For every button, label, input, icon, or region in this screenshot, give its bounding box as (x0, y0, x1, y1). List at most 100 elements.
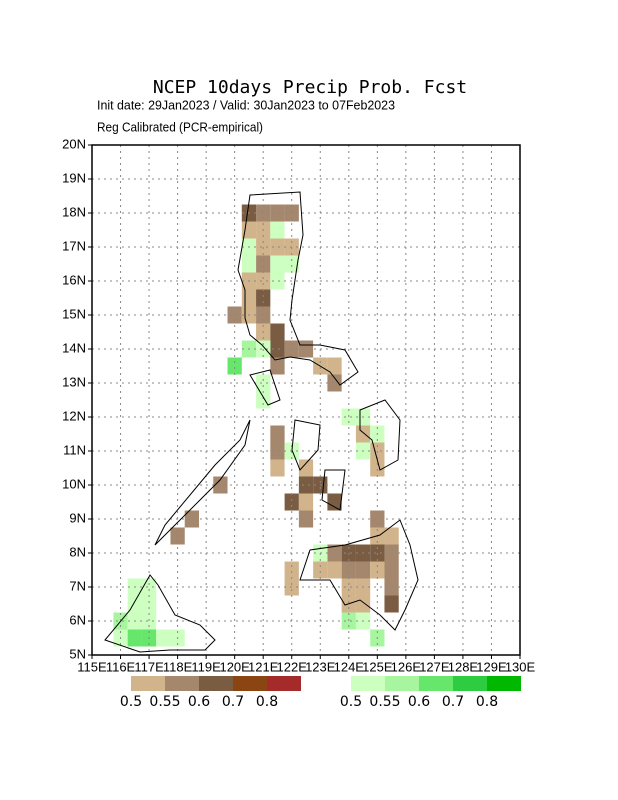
y-tick-label: 11N (63, 442, 86, 457)
dry-legend-swatch (233, 676, 267, 691)
dry-cell (298, 340, 314, 358)
wet-legend-label: 0.6 (408, 694, 430, 710)
dry-cell (241, 289, 257, 307)
dry-legend-swatch (267, 676, 301, 691)
y-tick-label: 18N (62, 204, 86, 219)
dry-cell (284, 493, 299, 511)
dry-legend-label: 0.7 (222, 694, 244, 710)
wet-legend-swatch (487, 676, 521, 691)
x-tick-label: 127E (419, 659, 450, 674)
x-tick-label: 126E (391, 659, 422, 674)
dry-cell (341, 578, 356, 596)
plot-frame (91, 144, 521, 656)
dry-cell (284, 561, 299, 579)
dry-cell (327, 544, 342, 562)
dry-cell (270, 357, 285, 375)
x-tick-label: 124E (334, 659, 365, 674)
dry-cell (270, 425, 285, 443)
wet-cell (156, 629, 171, 647)
chart-title: NCEP 10days Precip Prob. Fcst (153, 77, 467, 98)
wet-cell (227, 357, 242, 375)
x-tick-label: 128E (448, 659, 479, 674)
wet-cell (270, 272, 285, 290)
coastline (359, 399, 401, 471)
wet-cell (141, 578, 157, 596)
y-tick-label: 19N (62, 170, 86, 185)
dry-cell (327, 374, 342, 392)
wet-cell (284, 255, 299, 273)
coastline (321, 469, 346, 511)
x-tick-label: 129E (476, 659, 507, 674)
wet-legend-label: 0.8 (476, 694, 498, 710)
wet-legend-swatch (385, 676, 419, 691)
coastlines (104, 191, 419, 653)
x-tick-label: 123E (305, 659, 336, 674)
dry-cell (256, 289, 271, 307)
dry-cell (213, 476, 228, 494)
dry-cell (327, 493, 342, 511)
dry-legend-swatch (199, 676, 233, 691)
x-tick-label: 121E (248, 659, 279, 674)
grid: 115E 116E 117E 118E 119E120E121E122E123E124E… (62, 136, 535, 674)
dry-legend-swatch (165, 676, 199, 691)
y-tick-label: 15N (62, 306, 86, 321)
dry-cell (355, 595, 371, 613)
dry-cell (270, 238, 285, 256)
coastline (249, 369, 281, 406)
wet-legend-swatch (351, 676, 385, 691)
dry-cell (384, 544, 399, 562)
x-tick-label: 115E (77, 659, 107, 674)
x-tick-label: 119E (191, 659, 221, 674)
dry-cell (313, 561, 328, 579)
dry-cell (270, 204, 285, 222)
y-tick-label: 5N (69, 646, 86, 661)
wet-cell (141, 595, 157, 613)
dry-legend-label: 0.8 (256, 694, 278, 710)
dry-cell (270, 442, 285, 460)
x-tick-label: 130E (505, 659, 536, 674)
x-tick-label: 116E (106, 659, 136, 674)
dry-cell (270, 323, 285, 341)
x-tick-label: 125E (362, 659, 393, 674)
dry-cell (327, 561, 342, 579)
dry-legend-label: 0.5 (120, 694, 142, 710)
wet-legend-swatch (419, 676, 453, 691)
y-tick-label: 6N (69, 612, 86, 627)
dry-legend-label: 0.6 (188, 694, 210, 710)
y-tick-label: 20N (62, 136, 86, 151)
dry-legend-swatch (131, 676, 165, 691)
y-tick-label: 16N (62, 272, 86, 287)
dry-cell (327, 357, 342, 375)
dry-cell (256, 255, 271, 273)
legend: 0.5 0.55 0.6 0.7 0.8 0.5 0.55 0.6 0.7 0.8 (120, 676, 521, 710)
y-tick-label: 13N (62, 374, 86, 389)
dry-cell (355, 425, 371, 443)
coastline (104, 574, 216, 653)
x-tick-label: 122E (277, 659, 308, 674)
dry-cell (298, 493, 314, 511)
wet-legend-label: 0.55 (369, 694, 400, 710)
dry-cell (384, 595, 399, 613)
wet-legend-label: 0.7 (442, 694, 464, 710)
y-tick-label: 7N (69, 578, 86, 593)
dry-cell (184, 510, 199, 528)
dry-legend-label: 0.55 (149, 694, 180, 710)
dry-cell (256, 272, 271, 290)
dry-cell (370, 561, 385, 579)
dry-cell (384, 527, 399, 545)
dry-cell (341, 561, 356, 579)
coastline (237, 191, 359, 386)
y-tick-label: 8N (69, 544, 86, 559)
y-tick-label: 17N (62, 238, 86, 253)
note: Reg Calibrated (PCR-empirical) (97, 119, 263, 134)
dry-cell (270, 459, 285, 477)
wet-legend-label: 0.5 (340, 694, 362, 710)
coastline (291, 419, 321, 471)
coastline (154, 419, 251, 546)
dry-cell (370, 459, 385, 477)
x-tick-label: 120E (219, 659, 250, 674)
wet-cell (127, 629, 142, 647)
dry-cell (384, 578, 399, 596)
dry-cell (298, 510, 314, 528)
